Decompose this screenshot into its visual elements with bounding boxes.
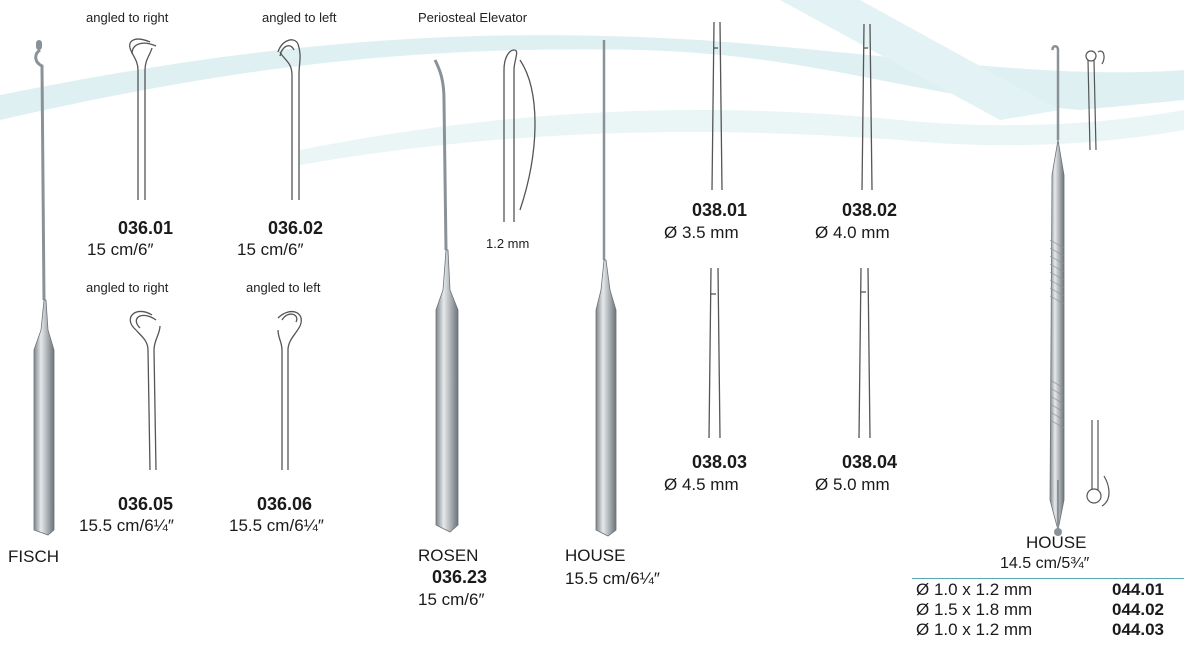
code-038-03: 038.03: [692, 452, 748, 472]
caption-angled-right-top: angled to right: [86, 10, 169, 25]
house-detail-bottom: [1086, 420, 1110, 507]
name-house-middle: HOUSE: [565, 546, 626, 565]
code-036-01: 036.01: [118, 218, 174, 238]
code-036-06: 036.06: [257, 494, 313, 514]
table-cell-code: 044.02: [1112, 600, 1164, 619]
tip-038-04-drawing: [858, 267, 871, 439]
name-rosen: ROSEN: [418, 546, 479, 565]
house-instrument-middle: [595, 40, 617, 537]
table-row: Ø 1.0 x 1.2 mm 044.01: [912, 579, 1184, 599]
table-row: Ø 1.5 x 1.8 mm 044.02: [912, 599, 1184, 619]
table-cell-dimension: Ø 1.0 x 1.2 mm: [916, 580, 1033, 599]
hook-036-05-drawing: [129, 310, 161, 471]
size-house-middle: 15.5 cm/6¼″: [565, 569, 660, 588]
name-house-right: HOUSE: [1026, 533, 1087, 552]
table-cell-code: 044.03: [1112, 620, 1164, 639]
name-fisch: FISCH: [8, 547, 59, 566]
size-036-01: 15 cm/6″: [87, 240, 154, 259]
code-038-02: 038.02: [842, 200, 898, 220]
house-detail-top: [1085, 50, 1105, 151]
code-038-01: 038.01: [692, 200, 748, 220]
tip-038-02-drawing: [861, 23, 873, 191]
caption-angled-right-bottom: angled to right: [86, 280, 169, 295]
periosteal-elevator-detail: [503, 49, 536, 222]
caption-angled-left-bottom: angled to left: [246, 280, 321, 295]
size-038-04: Ø 5.0 mm: [815, 475, 890, 494]
house-sizes-table: Ø 1.0 x 1.2 mm 044.01 Ø 1.5 x 1.8 mm 044…: [912, 578, 1184, 639]
fisch-instrument: [33, 40, 55, 536]
table-cell-dimension: Ø 1.0 x 1.2 mm: [916, 620, 1033, 639]
code-036-02: 036.02: [268, 218, 324, 238]
tip-038-03-drawing: [708, 267, 721, 439]
hook-036-02-drawing: [277, 39, 301, 200]
caption-angled-left-top: angled to left: [262, 10, 337, 25]
tip-038-01-drawing: [711, 21, 723, 191]
size-038-02: Ø 4.0 mm: [815, 223, 890, 242]
rosen-instrument: [433, 59, 459, 533]
caption-periosteal-elevator: Periosteal Elevator: [418, 10, 528, 25]
size-036-05: 15.5 cm/6¼″: [79, 516, 174, 535]
hook-036-06-drawing: [277, 310, 302, 470]
code-038-04: 038.04: [842, 452, 898, 472]
table-cell-code: 044.01: [1112, 580, 1164, 599]
code-036-23: 036.23: [432, 567, 488, 587]
size-house-right: 14.5 cm/5¾″: [1000, 555, 1090, 572]
size-036-02: 15 cm/6″: [237, 240, 304, 259]
rosen-tip-size: 1.2 mm: [486, 236, 530, 251]
size-038-01: Ø 3.5 mm: [664, 223, 739, 242]
hook-036-01-drawing: [129, 38, 157, 200]
size-036-23: 15 cm/6″: [418, 590, 485, 609]
size-036-06: 15.5 cm/6¼″: [229, 516, 324, 535]
table-cell-dimension: Ø 1.5 x 1.8 mm: [916, 600, 1033, 619]
house-instrument-right: [1049, 45, 1065, 536]
size-038-03: Ø 4.5 mm: [664, 475, 739, 494]
table-row: Ø 1.0 x 1.2 mm 044.03: [912, 619, 1184, 639]
code-036-05: 036.05: [118, 494, 174, 514]
